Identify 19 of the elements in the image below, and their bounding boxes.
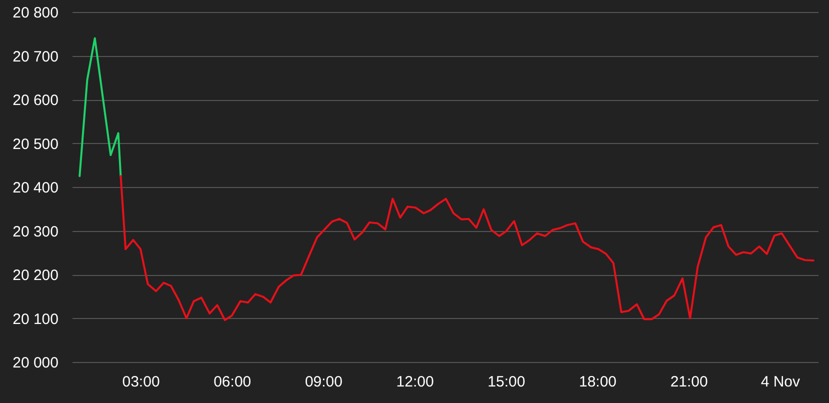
x-tick-label: 21:00 <box>670 374 708 390</box>
x-tick-label: 06:00 <box>214 374 252 390</box>
y-tick-label: 20 500 <box>12 136 58 153</box>
x-tick-label: 15:00 <box>488 374 526 390</box>
y-tick-label: 20 200 <box>12 267 58 284</box>
line-series <box>120 175 814 321</box>
y-tick-label: 20 300 <box>12 223 58 240</box>
y-tick-label: 20 000 <box>12 354 58 372</box>
line-series <box>78 37 122 178</box>
x-tick-label: 09:00 <box>304 374 342 390</box>
x-tick-label: 12:00 <box>396 374 434 390</box>
y-tick-label: 20 600 <box>12 92 58 109</box>
x-tick-label: 4 Nov <box>760 374 801 390</box>
y-tick-label: 20 700 <box>12 48 58 66</box>
x-tick-label: 18:00 <box>578 374 617 390</box>
y-tick-label: 20 400 <box>12 180 58 196</box>
y-tick-label: 20 800 <box>12 4 58 22</box>
y-tick-label: 20 100 <box>12 310 58 328</box>
x-tick-label: 03:00 <box>122 374 160 390</box>
